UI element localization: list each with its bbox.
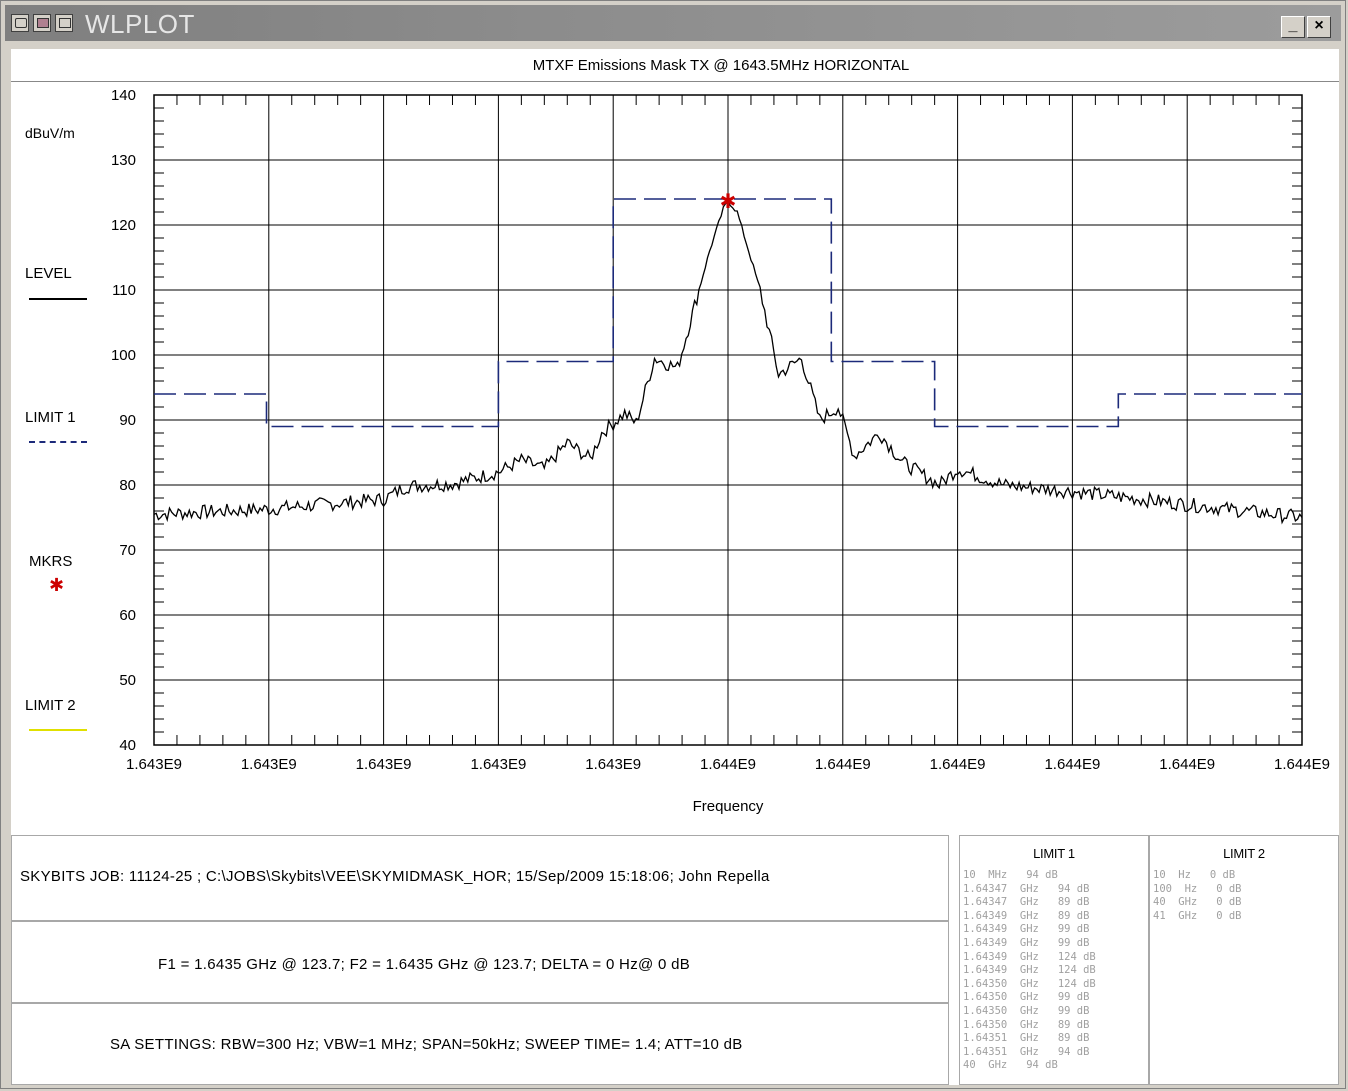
limit2-table-rows: 10 Hz 0 dB 100 Hz 0 dB 40 GHz 0 dB 41 GHz 0… bbox=[1153, 869, 1242, 923]
chart-title: MTXF Emissions Mask TX @ 1643.5MHz HORIZ… bbox=[532, 57, 910, 74]
limit1-table-row: 10 MHz 94 dB bbox=[963, 869, 1058, 881]
marker-line: F1 = 1.6435 GHz @ 123.7; F2 = 1.6435 GHz… bbox=[158, 956, 691, 973]
title-bar[interactable]: WLPLOT _ × bbox=[5, 5, 1341, 41]
limit1-table-row: 1.64349 GHz 89 dB bbox=[963, 909, 1090, 922]
minimize-button[interactable]: _ bbox=[1281, 16, 1305, 38]
limit1-table-row: 1.64349 GHz 99 dB bbox=[963, 936, 1090, 949]
limit2-table: LIMIT 2 10 Hz 0 dB 100 Hz 0 dB 40 GHz 0 dB… bbox=[1149, 835, 1339, 1085]
legend-mkrs-label: MKRS bbox=[29, 553, 73, 570]
limit2-table-row: 100 Hz 0 dB bbox=[1153, 882, 1242, 895]
marker-info-panel: F1 = 1.6435 GHz @ 123.7; F2 = 1.6435 GHz… bbox=[11, 921, 949, 1003]
x-tick-label: 1.644E9 bbox=[1159, 756, 1215, 773]
marker-point: ✱ bbox=[720, 191, 737, 213]
x-tick-label: 1.644E9 bbox=[815, 756, 871, 773]
close-button[interactable]: × bbox=[1307, 16, 1331, 38]
limit1-table-row: 1.64347 GHz 94 dB bbox=[963, 882, 1090, 895]
legend-level-line bbox=[29, 298, 87, 300]
limit1-table-row: 40 GHz 94 dB bbox=[963, 1059, 1058, 1072]
plot-client-area: MTXF Emissions Mask TX @ 1643.5MHz HORIZ… bbox=[11, 49, 1339, 1085]
x-axis-label: Frequency bbox=[693, 798, 764, 815]
plot-icon[interactable] bbox=[33, 14, 51, 32]
x-tick-label: 1.644E9 bbox=[1274, 756, 1330, 773]
legend-marker-icon: ✱ bbox=[49, 575, 65, 595]
y-tick-label: 90 bbox=[119, 412, 136, 429]
limit1-table-row: 1.64350 GHz 99 dB bbox=[963, 1004, 1090, 1017]
limit2-table-row: 40 GHz 0 dB bbox=[1153, 896, 1242, 909]
legend-level-label: LEVEL bbox=[25, 265, 72, 282]
job-line: SKYBITS JOB: 11124-25 ; C:\JOBS\Skybits\… bbox=[20, 868, 770, 885]
y-tick-label: 140 bbox=[111, 87, 136, 104]
y-tick-label: 70 bbox=[119, 542, 136, 559]
legend-limit1-label: LIMIT 1 bbox=[25, 409, 76, 426]
limit2-table-header: LIMIT 2 bbox=[1223, 846, 1265, 861]
limit1-table-header: LIMIT 1 bbox=[1033, 846, 1075, 861]
level-trace bbox=[153, 200, 1303, 525]
window-title: WLPLOT bbox=[85, 9, 195, 39]
limit2-table-row: 10 Hz 0 dB bbox=[1153, 869, 1236, 881]
x-tick-label: 1.643E9 bbox=[585, 756, 641, 773]
limit1-table-row: 1.64351 GHz 94 dB bbox=[963, 1045, 1090, 1058]
y-tick-label: 100 bbox=[111, 347, 136, 364]
legend-limit2-line bbox=[29, 729, 87, 731]
limit1-table-rows: 10 MHz 94 dB 1.64347 GHz 94 dB 1.64347 GHz… bbox=[963, 869, 1096, 1073]
limit2-table-row: 41 GHz 0 dB bbox=[1153, 909, 1242, 922]
limit1-table-row: 1.64350 GHz 89 dB bbox=[963, 1018, 1090, 1031]
x-tick-label: 1.643E9 bbox=[356, 756, 412, 773]
limit1-table-row: 1.64349 GHz 124 dB bbox=[963, 964, 1096, 977]
y-tick-label: 110 bbox=[112, 282, 136, 299]
y-tick-label: 120 bbox=[111, 217, 136, 234]
limit1-line bbox=[154, 198, 1302, 428]
app-icon[interactable] bbox=[11, 14, 29, 32]
limit1-table-row: 1.64349 GHz 99 dB bbox=[963, 923, 1090, 936]
limit1-table-row: 1.64350 GHz 99 dB bbox=[963, 991, 1090, 1004]
limit1-table: LIMIT 1 10 MHz 94 dB 1.64347 GHz 94 dB 1.6… bbox=[959, 835, 1149, 1085]
y-axis-label: dBuV/m bbox=[25, 125, 75, 141]
legend-limit1-line bbox=[29, 441, 87, 443]
y-tick-label: 130 bbox=[111, 152, 136, 169]
x-tick-label: 1.644E9 bbox=[1044, 756, 1100, 773]
y-tick-label: 80 bbox=[119, 477, 136, 494]
title-divider bbox=[11, 81, 1339, 82]
x-tick-label: 1.644E9 bbox=[700, 756, 756, 773]
limit1-table-row: 1.64349 GHz 124 dB bbox=[963, 950, 1096, 963]
y-tick-label: 40 bbox=[119, 737, 136, 754]
y-tick-label: 50 bbox=[119, 672, 136, 689]
x-tick-label: 1.644E9 bbox=[930, 756, 986, 773]
limit1-table-row: 1.64351 GHz 89 dB bbox=[963, 1032, 1090, 1045]
y-tick-label: 60 bbox=[119, 607, 136, 624]
limit1-table-row: 1.64350 GHz 124 dB bbox=[963, 977, 1096, 990]
sa-settings-line: SA SETTINGS: RBW=300 Hz; VBW=1 MHz; SPAN… bbox=[110, 1036, 743, 1053]
limit1-table-row: 1.64347 GHz 89 dB bbox=[963, 896, 1090, 909]
x-tick-label: 1.643E9 bbox=[126, 756, 182, 773]
plot-area[interactable]: 40 50 60 70 80 90 100 110 120 130 140 1.643E9 1.643E… bbox=[11, 49, 1339, 829]
x-tick-label: 1.643E9 bbox=[241, 756, 297, 773]
job-info-panel: SKYBITS JOB: 11124-25 ; C:\JOBS\Skybits\… bbox=[11, 835, 949, 921]
legend-limit2-label: LIMIT 2 bbox=[25, 697, 76, 714]
x-tick-label: 1.643E9 bbox=[470, 756, 526, 773]
window-icon[interactable] bbox=[55, 14, 73, 32]
sa-settings-panel: SA SETTINGS: RBW=300 Hz; VBW=1 MHz; SPAN… bbox=[11, 1003, 949, 1085]
